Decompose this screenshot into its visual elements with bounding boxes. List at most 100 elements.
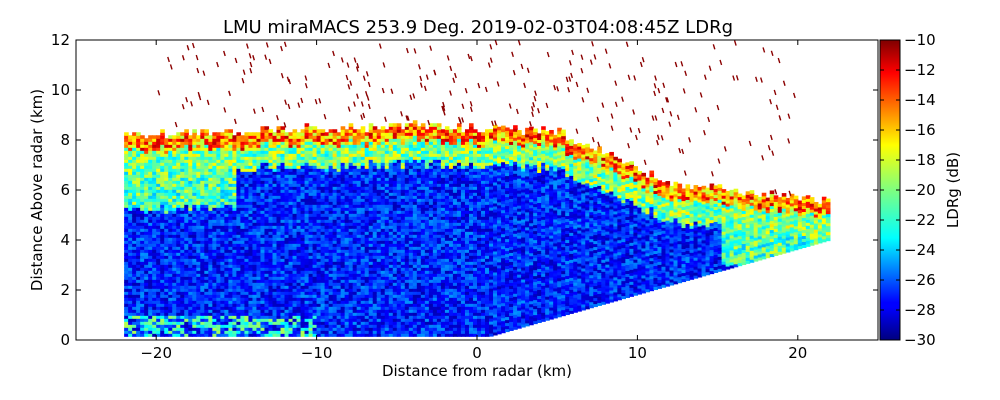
heatmap-cell [212,177,217,181]
heatmap-cell [192,168,197,172]
heatmap-cell [388,297,394,301]
heatmap-cell [396,237,402,241]
heatmap-cell [340,204,346,208]
heatmap-cell [144,303,149,307]
heatmap-cell [336,138,342,142]
heatmap-cell [224,150,229,154]
heatmap-cell [212,291,217,295]
heatmap-cell [300,153,306,157]
heatmap-cell [168,294,173,298]
heatmap-cell [336,183,342,187]
heatmap-cell [292,219,298,223]
heatmap-cell [336,177,342,181]
heatmap-cell [184,171,189,175]
heatmap-cell [292,213,298,217]
heatmap-cell [360,300,366,304]
heatmap-cell [312,174,318,178]
heatmap-cell [372,288,378,292]
heatmap-cell [364,273,370,277]
heatmap-cell [132,159,137,163]
heatmap-cell [192,270,197,274]
heatmap-cell [304,285,310,289]
heatmap-cell [392,300,398,304]
heatmap-cell [288,180,294,184]
heatmap-cell [300,297,306,301]
heatmap-cell [144,246,149,250]
heatmap-cell [172,273,177,277]
heatmap-cell [216,231,221,235]
heatmap-cell [196,204,201,208]
heatmap-cell [160,198,165,202]
heatmap-cell [356,273,362,277]
heatmap-cell [340,273,346,277]
heatmap-cell [340,252,346,256]
heatmap-cell [184,222,189,226]
heatmap-cell [284,231,290,235]
heatmap-cell [328,138,334,142]
heatmap-cell [348,222,354,226]
heatmap-cell [212,138,217,142]
heatmap-cell [128,303,133,307]
heatmap-cell [276,216,282,220]
heatmap-cell [380,174,386,178]
heatmap-cell [396,276,402,280]
heatmap-cell [220,174,225,178]
heatmap-cell [172,150,177,154]
heatmap-cell [328,330,334,334]
heatmap-cell [384,210,390,214]
heatmap-cell [168,327,173,331]
heatmap-cell [340,264,346,268]
heatmap-cell [204,207,209,211]
heatmap-cell [172,318,177,322]
heatmap-cell [128,258,133,262]
heatmap-cell [256,132,262,136]
heatmap-cell [384,204,390,208]
heatmap-cell [144,207,149,211]
heatmap-cell [276,141,282,145]
heatmap-cell [176,294,181,298]
heatmap-cell [280,315,286,319]
heatmap-cell [328,177,334,181]
heatmap-cell [188,246,193,250]
heatmap-cell [264,327,270,331]
heatmap-cell [148,213,153,217]
heatmap-cell [252,207,258,211]
heatmap-cell [316,207,322,211]
heatmap-cell [132,216,137,220]
heatmap-cell [248,285,254,289]
heatmap-cell [136,213,141,217]
heatmap-cell [344,234,350,238]
heatmap-cell [404,300,410,304]
heatmap-cell [260,282,266,286]
heatmap-cell [148,186,153,190]
heatmap-cell [260,243,266,247]
heatmap-cell [312,138,318,142]
heatmap-cell [184,225,189,229]
heatmap-cell [324,228,330,232]
heatmap-cell [208,213,213,217]
heatmap-cell [196,318,201,322]
heatmap-cell [180,177,185,181]
heatmap-cell [268,153,274,157]
heatmap-cell [328,180,334,184]
heatmap-cell [264,231,270,235]
heatmap-cell [176,300,181,304]
heatmap-cell [248,264,254,268]
heatmap-cell [284,219,290,223]
heatmap-cell [396,129,402,133]
heatmap-cell [204,255,209,259]
heatmap-cell [188,300,193,304]
heatmap-cell [212,213,217,217]
heatmap-cell [272,219,278,223]
heatmap-cell [244,210,250,214]
heatmap-cell [344,297,350,301]
heatmap-cell [384,249,390,253]
heatmap-cell [368,243,374,247]
heatmap-cell [288,243,294,247]
heatmap-cell [328,225,334,229]
heatmap-cell [216,315,221,319]
heatmap-cell [288,285,294,289]
heatmap-cell [404,138,410,142]
heatmap-cell [172,246,177,250]
heatmap-cell [312,144,318,148]
